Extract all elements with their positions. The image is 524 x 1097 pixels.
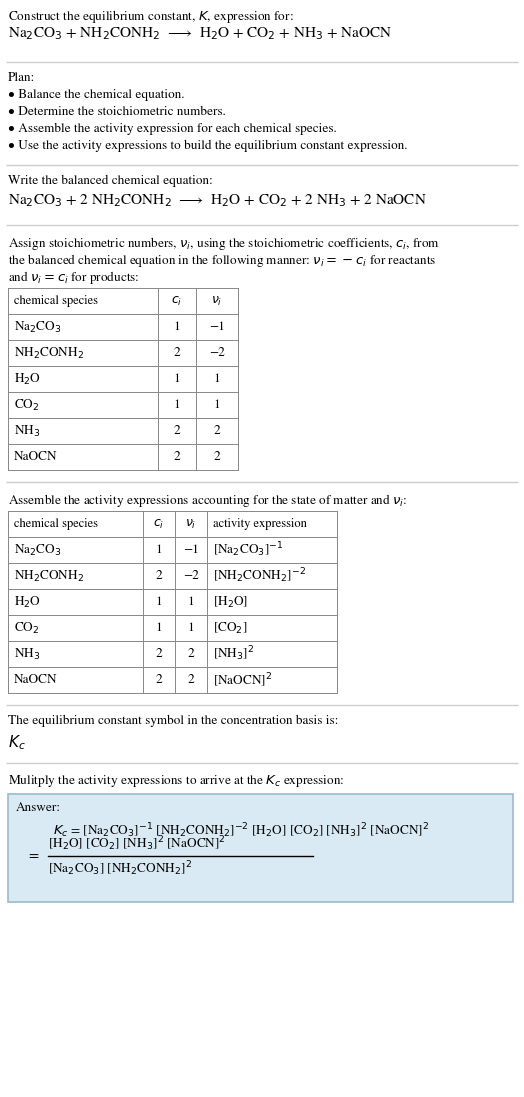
Text: [H$_2$O]: [H$_2$O] <box>213 595 248 610</box>
Text: [H$_2$O] [CO$_2$] [NH$_3$]$^2$ [NaOCN]$^2$: [H$_2$O] [CO$_2$] [NH$_3$]$^2$ [NaOCN]$^… <box>48 835 226 853</box>
Text: NH$_3$: NH$_3$ <box>14 646 40 661</box>
Text: Assign stoichiometric numbers, $\nu_i$, using the stoichiometric coefficients, $: Assign stoichiometric numbers, $\nu_i$, … <box>8 235 440 252</box>
Text: [Na$_2$CO$_3$] [NH$_2$CONH$_2$]$^2$: [Na$_2$CO$_3$] [NH$_2$CONH$_2$]$^2$ <box>48 859 192 878</box>
Text: [Na$_2$CO$_3$]$^{-1}$: [Na$_2$CO$_3$]$^{-1}$ <box>213 541 283 559</box>
Text: 1: 1 <box>156 544 162 556</box>
Text: −1: −1 <box>209 321 225 332</box>
Text: 1: 1 <box>173 321 180 332</box>
Text: 2: 2 <box>156 648 162 660</box>
Text: 2: 2 <box>173 426 180 437</box>
Text: 2: 2 <box>156 570 162 581</box>
Text: chemical species: chemical species <box>14 295 98 307</box>
Text: CO$_2$: CO$_2$ <box>14 621 39 635</box>
Text: Write the balanced chemical equation:: Write the balanced chemical equation: <box>8 176 213 188</box>
Text: • Use the activity expressions to build the equilibrium constant expression.: • Use the activity expressions to build … <box>8 140 408 152</box>
Text: activity expression: activity expression <box>213 518 307 530</box>
Text: 1: 1 <box>156 622 162 634</box>
Text: 1: 1 <box>214 373 221 385</box>
Text: 1: 1 <box>173 373 180 385</box>
Text: $\nu_i$: $\nu_i$ <box>185 518 196 531</box>
Text: [CO$_2$]: [CO$_2$] <box>213 621 247 635</box>
Text: Plan:: Plan: <box>8 72 35 83</box>
Text: NH$_2$CONH$_2$: NH$_2$CONH$_2$ <box>14 568 84 584</box>
Text: Na$_2$CO$_3$: Na$_2$CO$_3$ <box>14 542 61 557</box>
Text: $c_i$: $c_i$ <box>171 294 183 307</box>
Text: Answer:: Answer: <box>16 802 61 814</box>
Text: 1: 1 <box>214 399 221 411</box>
Text: NH$_3$: NH$_3$ <box>14 423 40 439</box>
Text: =: = <box>28 849 38 862</box>
Text: CO$_2$: CO$_2$ <box>14 397 39 412</box>
Text: 1: 1 <box>188 622 194 634</box>
Text: 2: 2 <box>188 675 194 686</box>
Text: • Balance the chemical equation.: • Balance the chemical equation. <box>8 89 184 101</box>
Text: $\nu_i$: $\nu_i$ <box>211 294 223 307</box>
Text: 2: 2 <box>188 648 194 660</box>
Text: −2: −2 <box>209 347 225 359</box>
Text: • Determine the stoichiometric numbers.: • Determine the stoichiometric numbers. <box>8 106 226 117</box>
Text: and $\nu_i = c_i$ for products:: and $\nu_i = c_i$ for products: <box>8 269 139 286</box>
Text: chemical species: chemical species <box>14 518 98 530</box>
Text: $K_c$ = [Na$_2$CO$_3$]$^{-1}$ [NH$_2$CONH$_2$]$^{-2}$ [H$_2$O] [CO$_2$] [NH$_3$]: $K_c$ = [Na$_2$CO$_3$]$^{-1}$ [NH$_2$CON… <box>53 821 429 839</box>
Text: Assemble the activity expressions accounting for the state of matter and $\nu_i$: Assemble the activity expressions accoun… <box>8 491 408 509</box>
Text: H$_2$O: H$_2$O <box>14 372 41 386</box>
Text: the balanced chemical equation in the following manner: $\nu_i = -c_i$ for react: the balanced chemical equation in the fo… <box>8 252 436 269</box>
Text: 2: 2 <box>173 347 180 359</box>
Text: Construct the equilibrium constant, $K$, expression for:: Construct the equilibrium constant, $K$,… <box>8 8 293 25</box>
Text: 2: 2 <box>156 675 162 686</box>
Text: Mulitply the activity expressions to arrive at the $K_c$ expression:: Mulitply the activity expressions to arr… <box>8 773 344 789</box>
FancyBboxPatch shape <box>8 794 513 902</box>
Text: −2: −2 <box>183 570 199 581</box>
Text: H$_2$O: H$_2$O <box>14 595 41 610</box>
Text: 1: 1 <box>188 596 194 608</box>
Text: NaOCN: NaOCN <box>14 451 58 463</box>
Text: $c_i$: $c_i$ <box>154 518 165 531</box>
Text: $K_c$: $K_c$ <box>8 733 26 751</box>
Text: 2: 2 <box>214 426 221 437</box>
Text: [NaOCN]$^2$: [NaOCN]$^2$ <box>213 671 272 689</box>
Text: NH$_2$CONH$_2$: NH$_2$CONH$_2$ <box>14 346 84 361</box>
Text: 2: 2 <box>173 451 180 463</box>
Text: Na$_2$CO$_3$ + 2 NH$_2$CONH$_2$  ⟶  H$_2$O + CO$_2$ + 2 NH$_3$ + 2 NaOCN: Na$_2$CO$_3$ + 2 NH$_2$CONH$_2$ ⟶ H$_2$O… <box>8 192 427 208</box>
Text: 1: 1 <box>173 399 180 411</box>
Text: Na$_2$CO$_3$ + NH$_2$CONH$_2$  ⟶  H$_2$O + CO$_2$ + NH$_3$ + NaOCN: Na$_2$CO$_3$ + NH$_2$CONH$_2$ ⟶ H$_2$O +… <box>8 25 392 42</box>
Text: NaOCN: NaOCN <box>14 675 58 686</box>
Text: 1: 1 <box>156 596 162 608</box>
Text: Na$_2$CO$_3$: Na$_2$CO$_3$ <box>14 319 61 335</box>
Text: −1: −1 <box>183 544 199 556</box>
Text: [NH$_2$CONH$_2$]$^{-2}$: [NH$_2$CONH$_2$]$^{-2}$ <box>213 567 306 586</box>
Text: The equilibrium constant symbol in the concentration basis is:: The equilibrium constant symbol in the c… <box>8 715 339 727</box>
Text: [NH$_3$]$^2$: [NH$_3$]$^2$ <box>213 645 254 664</box>
Text: • Assemble the activity expression for each chemical species.: • Assemble the activity expression for e… <box>8 123 337 135</box>
Text: 2: 2 <box>214 451 221 463</box>
